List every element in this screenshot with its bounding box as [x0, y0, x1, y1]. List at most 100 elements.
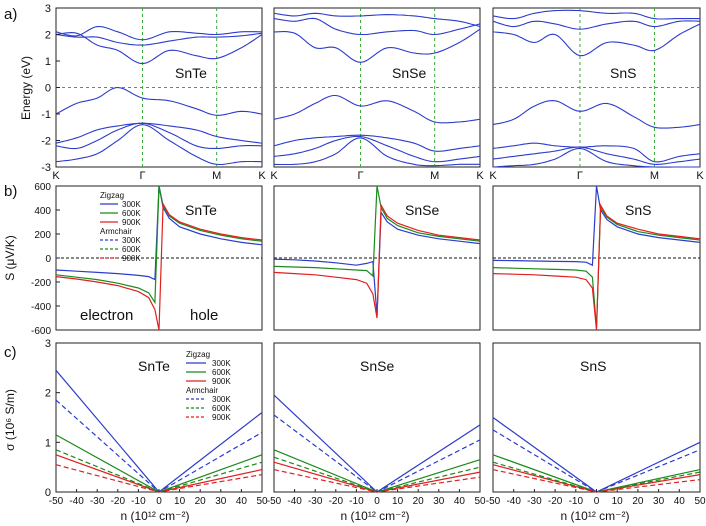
band-cb3 — [55, 25, 262, 41]
band-cb2 — [492, 20, 701, 30]
material-label-a-2: SnSe — [392, 65, 426, 81]
ylabel-c: σ (10⁶ S/m) — [3, 389, 17, 451]
legend-label: 300K — [122, 200, 141, 209]
ytick-label: 2 — [45, 30, 51, 42]
annotation-hole: hole — [190, 307, 218, 324]
xtick-label: -40 — [506, 496, 521, 507]
xtick-label: -20 — [329, 496, 344, 507]
band-vb3 — [492, 146, 701, 165]
ylabel-b: S (μV/K) — [3, 235, 17, 281]
xtick-label: 10 — [612, 496, 624, 507]
legend-label: 900K — [212, 377, 231, 386]
legend-group-title: Armchair — [100, 227, 132, 236]
kpoint-label: K — [52, 170, 60, 182]
band-vb2 — [492, 142, 701, 163]
panel-label-c: c) — [4, 344, 17, 361]
band-cb1 — [273, 28, 481, 63]
material-label-a-3: SnS — [610, 65, 636, 81]
band-cb3 — [492, 9, 700, 20]
ytick-label: 0 — [45, 83, 51, 95]
legend-label: 300K — [122, 236, 141, 245]
annotation-electron: electron — [80, 307, 133, 324]
material-label-a-1: SnTe — [175, 65, 207, 81]
ytick-label: -400 — [31, 302, 51, 313]
seebeck-Zigzag 300K — [273, 210, 481, 316]
ytick-label: 3 — [45, 3, 51, 15]
sigma-Zigzag 600K — [55, 434, 263, 493]
seebeck-Zigzag 600K — [55, 185, 263, 305]
xlabel-c-3: n (10¹² cm⁻²) — [561, 509, 630, 523]
xtick-label: 40 — [236, 496, 248, 507]
xtick-label: -40 — [69, 496, 84, 507]
xtick-label: -40 — [287, 496, 302, 507]
kpoint-label: K — [270, 170, 278, 182]
sigma-Armchair 600K — [492, 461, 701, 493]
panel-label-b: b) — [4, 183, 17, 200]
material-label-b-2: SnSe — [405, 202, 439, 218]
legend-group-title: Armchair — [186, 386, 218, 395]
band-vb3 — [273, 135, 481, 163]
xlabel-c-1: n (10¹² cm⁻²) — [121, 509, 190, 523]
panel-label-a: a) — [4, 6, 17, 23]
legend-label: 300K — [212, 395, 231, 404]
kpoint-label: M — [650, 170, 659, 182]
kpoint-label: K — [696, 170, 704, 182]
kpoint-label: K — [476, 170, 484, 182]
ytick-label: 3 — [45, 338, 51, 350]
legend-group-title: Zigzag — [186, 350, 210, 359]
legend-label: 300K — [212, 359, 231, 368]
xtick-label: 20 — [632, 496, 644, 507]
xtick-label: 50 — [256, 496, 268, 507]
xtick-label: -10 — [131, 496, 146, 507]
sigma-Zigzag 300K — [492, 417, 701, 493]
xtick-label: 20 — [413, 496, 425, 507]
material-label-c-3: SnS — [580, 358, 606, 374]
kpoint-label: K — [258, 170, 266, 182]
ytick-label: 2 — [45, 388, 51, 400]
seebeck-Zigzag 900K — [273, 203, 481, 319]
sigma-Armchair 900K — [55, 464, 263, 493]
kpoint-label: K — [489, 170, 497, 182]
xtick-label: -10 — [569, 496, 584, 507]
xtick-label: -50 — [49, 496, 64, 507]
xtick-label: 30 — [653, 496, 665, 507]
band-cb3 — [273, 12, 481, 28]
band-vb2 — [55, 122, 263, 144]
ytick-label: 400 — [34, 206, 51, 217]
legend-label: 600K — [122, 209, 141, 218]
seebeck-Zigzag 300K — [492, 185, 701, 267]
xtick-label: 50 — [474, 496, 486, 507]
ytick-label: -200 — [31, 278, 51, 289]
band-cb2 — [273, 17, 481, 36]
band-vb4 — [273, 137, 480, 167]
band-vb4 — [492, 147, 700, 168]
ytick-label: 1 — [45, 437, 51, 449]
xtick-label: -20 — [548, 496, 563, 507]
xtick-label: 10 — [392, 496, 404, 507]
xtick-label: 30 — [215, 496, 227, 507]
kpoint-label: Γ — [577, 170, 583, 182]
xtick-label: -50 — [267, 496, 282, 507]
seebeck-Zigzag 900K — [55, 201, 263, 331]
kpoint-label: Γ — [357, 170, 363, 182]
band-cb1 — [55, 32, 263, 65]
material-label-b-3: SnS — [625, 202, 651, 218]
xtick-label: 40 — [454, 496, 466, 507]
xtick-label: -50 — [486, 496, 501, 507]
xtick-label: -20 — [111, 496, 126, 507]
legend-label: 600K — [212, 368, 231, 377]
band-vb4 — [55, 124, 262, 166]
band-cb1 — [492, 23, 701, 57]
ytick-label: 600 — [34, 182, 51, 193]
legend-label: 900K — [122, 254, 141, 263]
legend-label: 900K — [212, 413, 231, 422]
xtick-label: 40 — [674, 496, 686, 507]
xtick-label: 50 — [694, 496, 706, 507]
sigma-Zigzag 900K — [492, 464, 701, 493]
legend-label: 900K — [122, 218, 141, 227]
material-label-b-1: SnTe — [185, 202, 217, 218]
xlabel-c-2: n (10¹² cm⁻²) — [341, 509, 410, 523]
ytick-label: 0 — [45, 487, 51, 499]
